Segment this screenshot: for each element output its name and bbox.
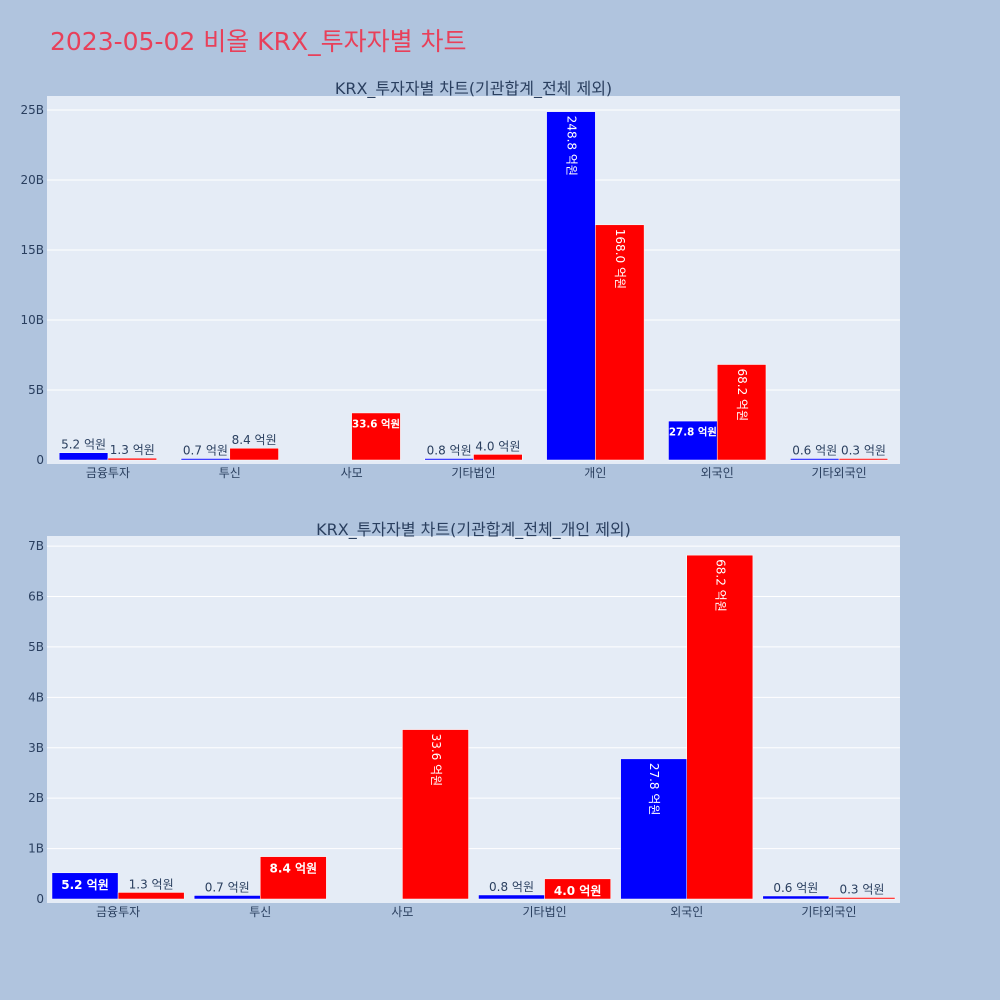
data-label: 68.2 억원 [735,369,749,422]
data-label: 0.3 억원 [839,882,884,896]
chart-1: 0 5B 10B 15B 20B 25B KRX_투자자별 차트(기관합계_전체 제외) 금융… [20,79,900,480]
bar [716,364,767,461]
y-tick-label: 10B [20,313,44,327]
plot-area [47,96,900,464]
y-tick-label: 5B [28,640,44,654]
bar [544,878,611,900]
data-label: 0.8 억원 [489,880,534,894]
x-tick-label: 투신 [219,466,241,480]
data-label: 4.0 억원 [554,884,602,898]
bar [546,111,596,461]
y-tick-label: 2B [28,791,44,805]
data-label: 8.4 억원 [232,433,277,447]
y-tick-label: 15B [20,243,44,257]
bar [686,554,754,900]
x-tick-label: 사모 [391,905,413,919]
y-tick-label: 7B [28,539,44,553]
data-label: 0.6 억원 [773,881,818,895]
bar [107,457,157,461]
bar [424,458,474,461]
data-label: 248.8 억원 [564,116,578,176]
data-label: 0.3 억원 [841,444,886,458]
bar [828,897,896,900]
x-tick-label: 금융투자 [86,466,130,480]
y-tick-label: 0 [36,892,44,906]
data-label: 5.2 억원 [61,878,109,892]
y-tick-label: 6B [28,590,44,604]
x-tick-label: 금융투자 [96,905,140,919]
y-tick-label: 3B [28,741,44,755]
y-tick-label: 4B [28,690,44,704]
x-tick-label: 기타법인 [522,905,566,919]
data-label: 0.7 억원 [183,444,228,458]
bar [193,895,261,900]
chart-title: KRX_투자자별 차트(기관합계_전체 제외) [335,79,612,99]
bar [260,856,327,900]
bar [402,729,469,900]
plot-area [47,536,900,903]
bar [620,758,688,900]
bar [51,872,119,900]
bar [58,452,109,461]
y-tick-label: 0 [36,453,44,467]
x-tick-label: 기타외국인 [801,905,856,919]
chart-title: KRX_투자자별 차트(기관합계_전체_개인 제외) [316,520,631,540]
x-tick-label: 기타법인 [451,466,495,480]
page-title: 2023-05-02 비올 KRX_투자자별 차트 [50,27,467,56]
y-tick-label: 20B [20,173,44,187]
data-label: 1.3 억원 [110,443,155,457]
bar [473,454,523,461]
chart-2: 0 1B 2B 3B 4B 5B 6B 7B KRX_투자자별 차트(기관합계_전체_개인 제외… [28,520,900,919]
bar [762,895,830,900]
y-tick-label: 5B [28,383,44,397]
data-label: 33.6 억원 [352,417,400,430]
bar [117,892,185,900]
data-label: 4.0 억원 [475,439,520,453]
data-label: 0.8 억원 [427,444,472,458]
bar [790,458,840,461]
data-label: 5.2 억원 [61,438,106,452]
x-tick-label: 개인 [584,466,606,480]
bar [838,458,889,461]
x-tick-label: 외국인 [701,466,734,480]
x-tick-label: 외국인 [670,905,703,919]
bar [351,412,401,461]
bar [595,224,645,461]
x-tick-label: 사모 [341,466,363,480]
data-label: 8.4 억원 [270,862,318,876]
data-label: 27.8 억원 [647,763,661,816]
data-label: 27.8 억원 [669,425,717,438]
y-tick-label: 25B [20,103,44,117]
data-label: 168.0 억원 [613,229,627,289]
data-label: 1.3 억원 [129,877,174,891]
data-label: 33.6 억원 [429,734,443,787]
y-tick-label: 1B [28,842,44,856]
bar [478,894,545,900]
data-label: 0.7 억원 [205,880,250,894]
data-label: 0.6 억원 [792,444,837,458]
bar [229,447,279,461]
data-label: 68.2 억원 [713,559,727,612]
x-tick-label: 투신 [249,905,271,919]
x-tick-label: 기타외국인 [811,466,866,480]
bar [180,458,231,461]
